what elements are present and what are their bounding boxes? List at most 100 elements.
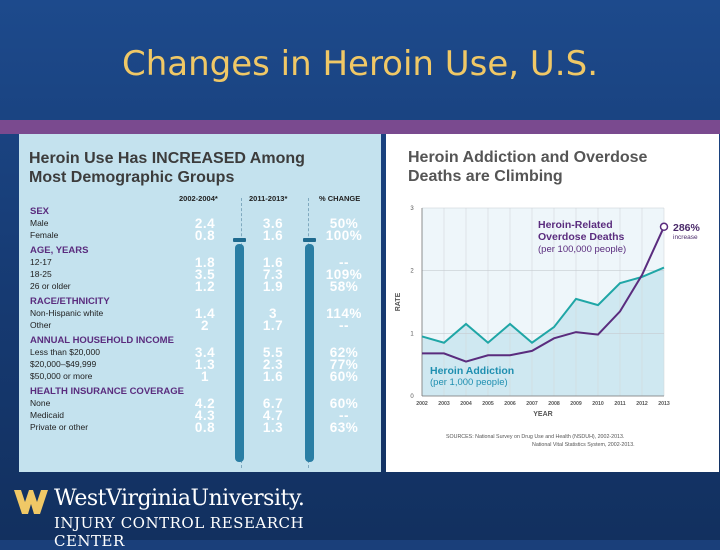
section-heading: HEALTH INSURANCE COVERAGE bbox=[30, 386, 184, 397]
y-tick-label: 3 bbox=[410, 206, 414, 212]
percent-change: -- bbox=[339, 255, 349, 270]
table-row: $50,000 or more 1 1.6 60% bbox=[19, 369, 381, 384]
percent-change: 60% bbox=[329, 396, 359, 411]
sources-note: National Vital Statistics System, 2002-2… bbox=[532, 442, 635, 448]
table-row: Non-Hispanic white 1.4 3 114% bbox=[19, 306, 381, 321]
percent-change: -- bbox=[339, 318, 349, 333]
section-heading: RACE/ETHNICITY bbox=[30, 296, 110, 307]
value-2002-2004: 2 bbox=[200, 318, 209, 333]
syringe-cap-icon bbox=[303, 238, 316, 242]
value-2002-2004: 1.8 bbox=[194, 255, 216, 270]
percent-change: 60% bbox=[329, 369, 359, 384]
value-2002-2004: 3.4 bbox=[194, 345, 216, 360]
percent-change: 63% bbox=[329, 420, 359, 435]
overdose-end-marker bbox=[659, 222, 669, 232]
chart-title-line1: Heroin Addiction and Overdose bbox=[408, 149, 648, 166]
value-2002-2004: 3.5 bbox=[194, 267, 216, 282]
value-2011-2013: 1.7 bbox=[262, 318, 284, 333]
syringe-tube-icon bbox=[235, 244, 244, 462]
section-heading: AGE, YEARS bbox=[30, 245, 89, 256]
column-header-2011: 2011-2013* bbox=[249, 194, 288, 203]
addiction-series-unit: (per 1,000 people) bbox=[430, 377, 508, 388]
slide-title: Changes in Heroin Use, U.S. bbox=[121, 44, 599, 84]
percent-change: 114% bbox=[326, 306, 362, 321]
percent-change: 58% bbox=[329, 279, 359, 294]
value-2002-2004: 0.8 bbox=[194, 420, 216, 435]
x-tick-label: 2003 bbox=[438, 401, 450, 407]
value-2002-2004: 1.3 bbox=[194, 357, 216, 372]
overdose-series-unit: (per 100,000 people) bbox=[538, 244, 626, 255]
table-row: Private or other 0.8 1.3 63% bbox=[19, 420, 381, 435]
x-tick-label: 2008 bbox=[548, 401, 560, 407]
row-label: None bbox=[30, 398, 51, 408]
chart-title-line2: Deaths are Climbing bbox=[408, 168, 563, 185]
research-center-name: INJURY CONTROL RESEARCH CENTER bbox=[54, 514, 305, 550]
table-row: Other 2 1.7 -- bbox=[19, 318, 381, 333]
table-row: Male 2.4 3.6 50% bbox=[19, 216, 381, 231]
x-tick-label: 2013 bbox=[658, 401, 670, 407]
value-2002-2004: 1 bbox=[200, 369, 209, 384]
value-2002-2004: 4.3 bbox=[194, 408, 216, 423]
title-divider bbox=[0, 120, 720, 134]
y-tick-label: 1 bbox=[410, 331, 414, 337]
x-tick-label: 2005 bbox=[482, 401, 494, 407]
value-2011-2013: 1.6 bbox=[262, 255, 284, 270]
column-header-2002: 2002-2004* bbox=[179, 194, 218, 203]
x-tick-label: 2011 bbox=[614, 401, 625, 407]
row-label: Other bbox=[30, 320, 52, 330]
percent-change: 62% bbox=[329, 345, 359, 360]
demographics-title: Heroin Use Has INCREASED Among Most Demo… bbox=[29, 149, 374, 187]
row-label: 26 or older bbox=[30, 281, 71, 291]
value-2011-2013: 1.6 bbox=[262, 228, 284, 243]
section-heading: SEX bbox=[30, 206, 50, 217]
row-label: Medicaid bbox=[30, 410, 65, 420]
y-axis-title: RATE bbox=[395, 292, 402, 311]
row-label: 12-17 bbox=[30, 257, 52, 267]
x-tick-label: 2012 bbox=[636, 401, 648, 407]
x-tick-label: 2004 bbox=[460, 401, 472, 407]
x-tick-label: 2007 bbox=[526, 401, 538, 407]
value-2011-2013: 1.3 bbox=[262, 420, 284, 435]
overdose-series-line bbox=[422, 226, 665, 363]
x-tick-label: 2002 bbox=[416, 401, 428, 407]
percent-change: 50% bbox=[329, 216, 359, 231]
demographics-title-line1: Heroin Use Has INCREASED Among bbox=[29, 150, 305, 167]
value-2002-2004: 1.2 bbox=[194, 279, 216, 294]
percent-change: 77% bbox=[329, 357, 359, 372]
addiction-area bbox=[422, 267, 664, 396]
x-tick-label: 2006 bbox=[504, 401, 516, 407]
row-label: $50,000 or more bbox=[30, 371, 93, 381]
table-row: None 4.2 6.7 60% bbox=[19, 396, 381, 411]
value-2002-2004: 4.2 bbox=[194, 396, 216, 411]
row-label: Private or other bbox=[30, 422, 89, 432]
table-row: Medicaid 4.3 4.7 -- bbox=[19, 408, 381, 423]
table-row: Female 0.8 1.6 100% bbox=[19, 228, 381, 243]
increase-annotation-text: increase bbox=[673, 234, 698, 241]
syringe-cap-icon bbox=[233, 238, 246, 242]
row-label: Female bbox=[30, 230, 59, 240]
row-label: Less than $20,000 bbox=[30, 347, 100, 357]
section-heading: ANNUAL HOUSEHOLD INCOME bbox=[30, 335, 174, 346]
trend-chart-panel: Heroin Addiction and Overdose Deaths are… bbox=[386, 134, 719, 472]
value-2011-2013: 4.7 bbox=[262, 408, 284, 423]
table-row: $20,000–$49,999 1.3 2.3 77% bbox=[19, 357, 381, 372]
overdose-series-label: Overdose Deaths bbox=[538, 231, 625, 243]
y-tick-label: 0 bbox=[410, 394, 414, 400]
university-name: WestVirginiaUniversity. bbox=[54, 486, 305, 511]
chart-title: Heroin Addiction and Overdose Deaths are… bbox=[408, 148, 713, 186]
wvu-flying-wv-icon bbox=[14, 490, 48, 514]
value-2002-2004: 1.4 bbox=[194, 306, 216, 321]
value-2002-2004: 0.8 bbox=[194, 228, 216, 243]
row-label: Non-Hispanic white bbox=[30, 308, 104, 318]
table-row: 12-17 1.8 1.6 -- bbox=[19, 255, 381, 270]
addiction-series-line bbox=[421, 266, 665, 345]
value-2011-2013: 7.3 bbox=[262, 267, 284, 282]
overdose-series-label: Heroin-Related bbox=[538, 219, 613, 231]
y-tick-label: 2 bbox=[410, 269, 414, 275]
value-2011-2013: 1.6 bbox=[262, 369, 284, 384]
sources-note: SOURCES: National Survey on Drug Use and… bbox=[446, 434, 624, 440]
x-axis-title: YEAR bbox=[533, 411, 552, 418]
demographics-title-line2: Most Demographic Groups bbox=[29, 169, 235, 186]
value-2011-2013: 1.9 bbox=[262, 279, 284, 294]
